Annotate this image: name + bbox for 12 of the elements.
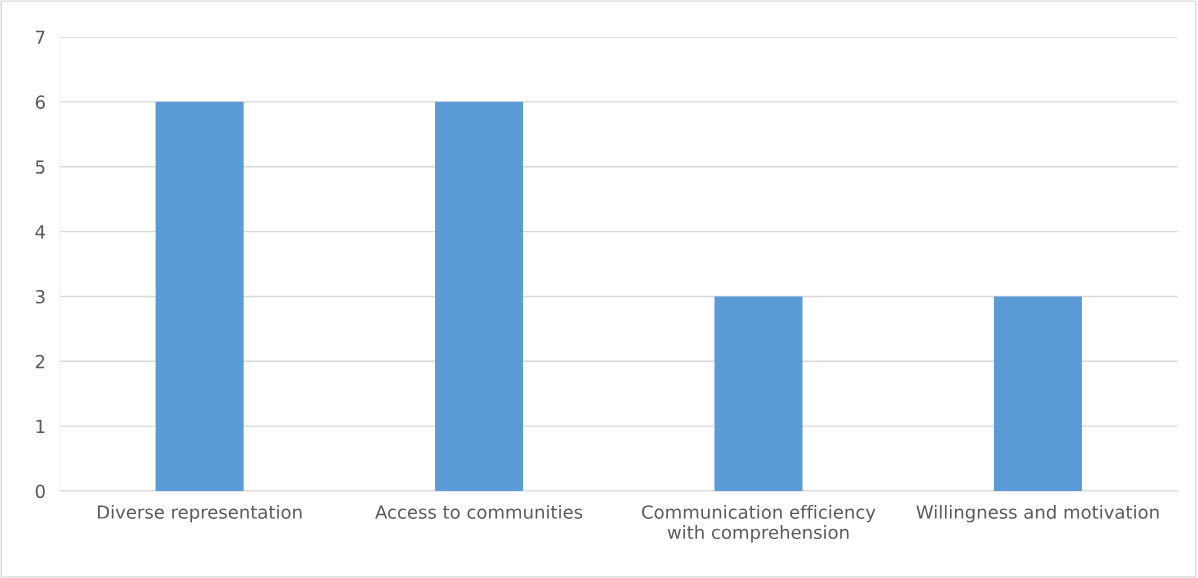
x-tick-label: Diverse representation [97, 504, 302, 523]
y-tick-label: 5 [35, 160, 45, 174]
x-tick-label: Access to communities [375, 504, 583, 519]
y-tick-label: 2 [35, 354, 45, 369]
y-tick-label: 1 [36, 419, 45, 434]
y-tick-label: 0 [35, 484, 45, 499]
y-tick-label: 3 [35, 289, 45, 304]
y-tick-label: 6 [35, 95, 45, 109]
x-tick-label: Communication efficiency with comprehension [642, 504, 876, 543]
y-tick-label: 4 [35, 225, 45, 239]
x-tick-label: Willingness and motivation [916, 504, 1159, 523]
y-tick-label: 7 [36, 30, 45, 44]
